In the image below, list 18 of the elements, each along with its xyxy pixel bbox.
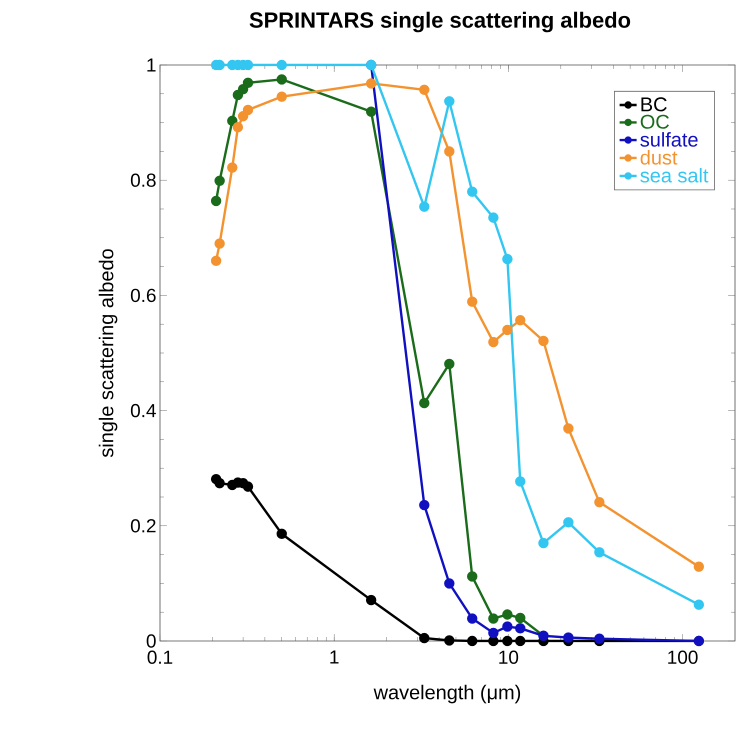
x-axis-title: wavelength (μm): [374, 684, 520, 704]
x-tick-label: 100: [668, 650, 698, 664]
x-tick-label: 0.1: [148, 650, 172, 664]
x-tick-label: 10: [499, 650, 518, 664]
legend-label: dust: [640, 150, 678, 165]
y-axis-title: single scattering albedo: [98, 249, 118, 458]
y-tick-label: 0.4: [130, 404, 156, 418]
chart-title: SPRINTARS single scattering albedo: [250, 12, 630, 32]
y-tick-label: 0.8: [130, 173, 156, 187]
y-tick-label: 1: [147, 58, 156, 72]
y-tick-label: 0: [146, 634, 156, 648]
legend-label: sulfate: [640, 132, 698, 147]
y-tick-label: 0.6: [130, 288, 156, 302]
y-tick-label: 0.2: [130, 519, 156, 532]
legend-label: sea salt: [640, 168, 708, 183]
legend-label: BC: [641, 97, 667, 112]
x-tick-label: 1: [330, 650, 339, 664]
legend-label: OC: [640, 114, 669, 129]
